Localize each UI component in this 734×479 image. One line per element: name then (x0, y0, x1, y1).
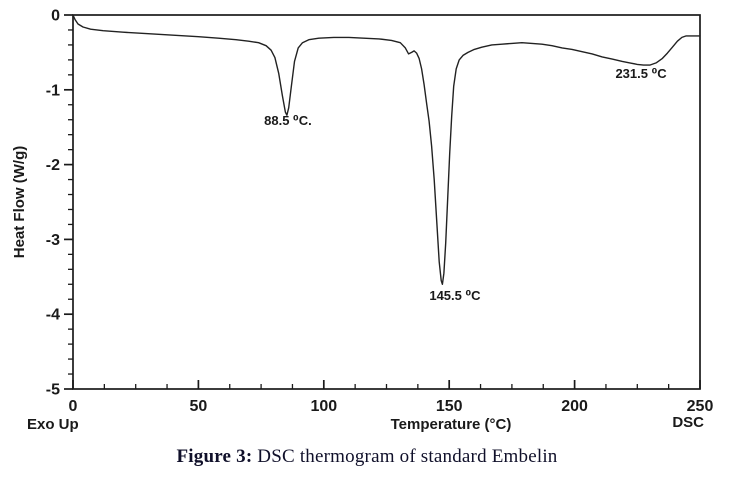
x-axis-tick-label: 100 (310, 398, 337, 415)
plot-frame (72, 14, 701, 390)
peak-annotation: 145.5 ⁰C (429, 288, 481, 303)
x-axis-tick-label: 150 (436, 398, 463, 415)
x-axis-title: Temperature (°C) (391, 416, 512, 433)
y-axis-tick-label: 0 (51, 8, 60, 25)
x-axis-tick-label: 0 (69, 398, 78, 415)
peak-annotation: 231.5 ⁰C (615, 66, 667, 81)
dsc-curve (72, 14, 701, 285)
y-axis-tick-label: -1 (46, 82, 60, 99)
chart-area: 0 50 100 150 200 250 0 -1 -2 -3 -4 -5 88.5 ⁰C. 145.5 … (11, 8, 714, 434)
y-axis-tick-label: -3 (46, 232, 60, 249)
y-axis-title: Heat Flow (W/g) (11, 146, 28, 259)
exo-up-label: Exo Up (27, 416, 79, 433)
dsc-label: DSC (672, 414, 704, 431)
peak-annotation: 88.5 ⁰C. (264, 113, 312, 128)
figure-caption: Figure 3: DSC thermogram of standard Emb… (0, 446, 734, 468)
figure-caption-text: DSC thermogram of standard Embelin (252, 446, 558, 467)
y-axis-tick-label: -2 (46, 157, 60, 174)
figure-caption-label: Figure 3: (176, 446, 253, 467)
x-axis-tick-label: 50 (190, 398, 208, 415)
y-axis-tick-label: -5 (46, 382, 60, 399)
x-axis-tick-label: 200 (561, 398, 588, 415)
dsc-thermogram-plot: 0 50 100 150 200 250 0 -1 -2 -3 -4 -5 88.5 ⁰C. 145.5 … (11, 8, 714, 434)
x-axis-tick-label: 250 (687, 398, 714, 415)
y-axis-tick-label: -4 (46, 307, 60, 324)
